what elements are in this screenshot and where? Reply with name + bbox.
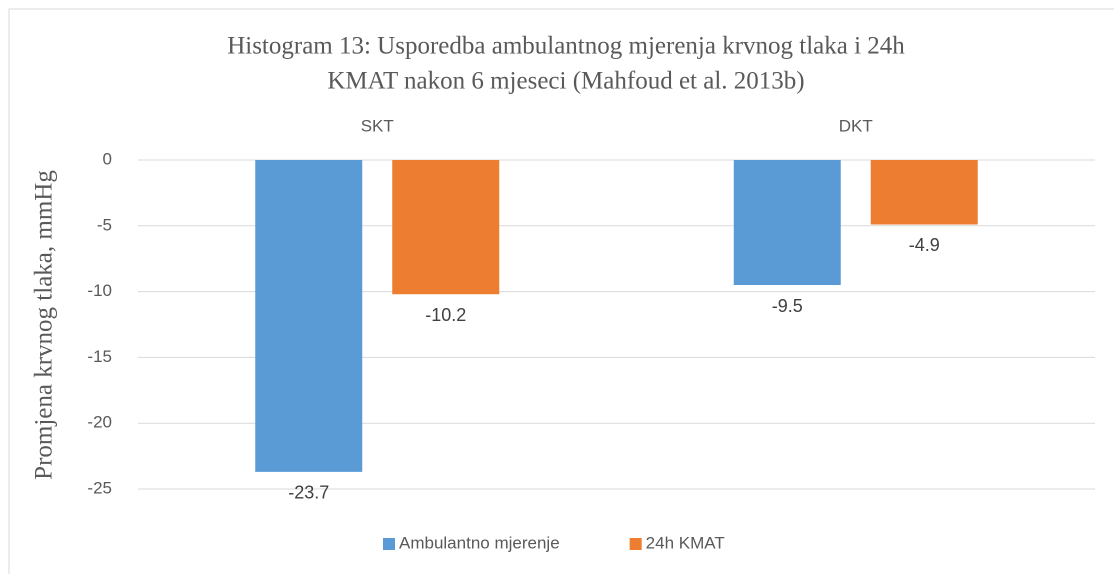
x-tick-label: DKT [839, 116, 873, 135]
y-tick-label: -15 [87, 347, 112, 366]
data-label: -9.5 [772, 296, 803, 316]
y-tick-label: 0 [103, 149, 112, 168]
data-label: -4.9 [909, 235, 940, 255]
y-tick-label: -10 [87, 281, 112, 300]
bar [392, 160, 500, 295]
y-tick-label: -25 [87, 478, 112, 497]
x-tick-label: SKT [361, 116, 394, 135]
bar [870, 160, 978, 225]
legend-swatch [383, 538, 395, 550]
legend-swatch [629, 538, 642, 550]
legend-label: Ambulantno mjerenje [399, 533, 560, 552]
y-tick-label: -5 [97, 215, 112, 234]
chart-border [8, 8, 1114, 574]
data-label: -10.2 [425, 305, 466, 325]
bar [255, 160, 363, 472]
legend-label: 24h KMAT [646, 533, 725, 552]
y-tick-label: -20 [87, 413, 112, 432]
bar [733, 160, 841, 286]
y-axis-label: Promjena krvnog tlaka, mmHg [31, 170, 58, 480]
data-label: -23.7 [288, 483, 329, 503]
chart-title: KMAT nakon 6 mjeseci (Mahfoud et al. 201… [327, 68, 804, 95]
chart-title: Histogram 13: Usporedba ambulantnog mjer… [227, 33, 905, 60]
